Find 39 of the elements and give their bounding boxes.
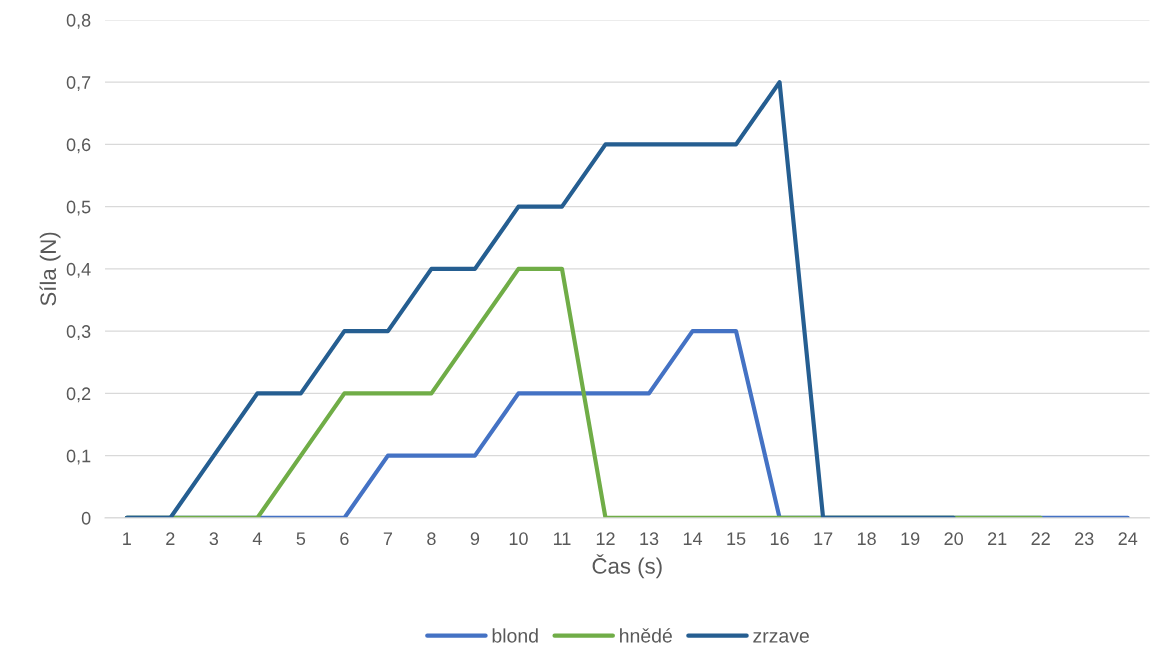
x-tick-label: 9 xyxy=(470,532,480,546)
x-tick-label: 22 xyxy=(1031,532,1050,545)
y-axis-title: Síla (N) xyxy=(39,232,61,306)
x-tick-label: 11 xyxy=(553,532,571,545)
x-tick-label: 21 xyxy=(988,532,1007,545)
y-tick-label: 0,1 xyxy=(66,449,91,465)
x-tick-label: 1 xyxy=(123,532,131,545)
y-tick-label: 0,6 xyxy=(66,138,91,154)
x-tick-label: 20 xyxy=(944,532,963,546)
legend-label: zrzave xyxy=(753,632,809,643)
x-tick-label: 12 xyxy=(596,532,615,545)
x-tick-label: 3 xyxy=(209,532,219,546)
x-tick-label: 6 xyxy=(340,532,349,546)
y-tick-label: 0,3 xyxy=(66,325,91,341)
x-tick-label: 10 xyxy=(509,532,528,546)
x-tick-label: 17 xyxy=(814,532,833,545)
legend-label: blond xyxy=(492,628,538,643)
x-tick-label: 15 xyxy=(727,532,746,546)
x-tick-label: 19 xyxy=(901,532,920,546)
x-tick-label: 2 xyxy=(166,532,175,545)
legend-label: hnědé xyxy=(620,628,672,643)
x-tick-label: 24 xyxy=(1118,532,1138,545)
x-tick-label: 8 xyxy=(427,532,436,546)
y-tick-label: 0,8 xyxy=(66,13,91,29)
y-tick-label: 0,2 xyxy=(66,387,91,403)
x-tick-label: 5 xyxy=(296,532,306,546)
x-tick-label: 23 xyxy=(1075,532,1094,546)
x-tick-label: 16 xyxy=(770,532,789,546)
x-tick-label: 4 xyxy=(252,532,262,545)
x-tick-label: 14 xyxy=(683,532,703,545)
x-tick-label: 18 xyxy=(857,532,876,546)
y-tick-label: 0,4 xyxy=(66,262,91,278)
y-tick-label: 0,5 xyxy=(66,200,91,216)
y-tick-label: 0 xyxy=(81,511,91,525)
x-tick-label: 7 xyxy=(383,532,393,545)
y-tick-label: 0,7 xyxy=(66,76,91,92)
x-axis-title: Čas (s) xyxy=(592,554,662,579)
line-series xyxy=(124,80,956,518)
x-tick-label: 13 xyxy=(640,532,659,546)
